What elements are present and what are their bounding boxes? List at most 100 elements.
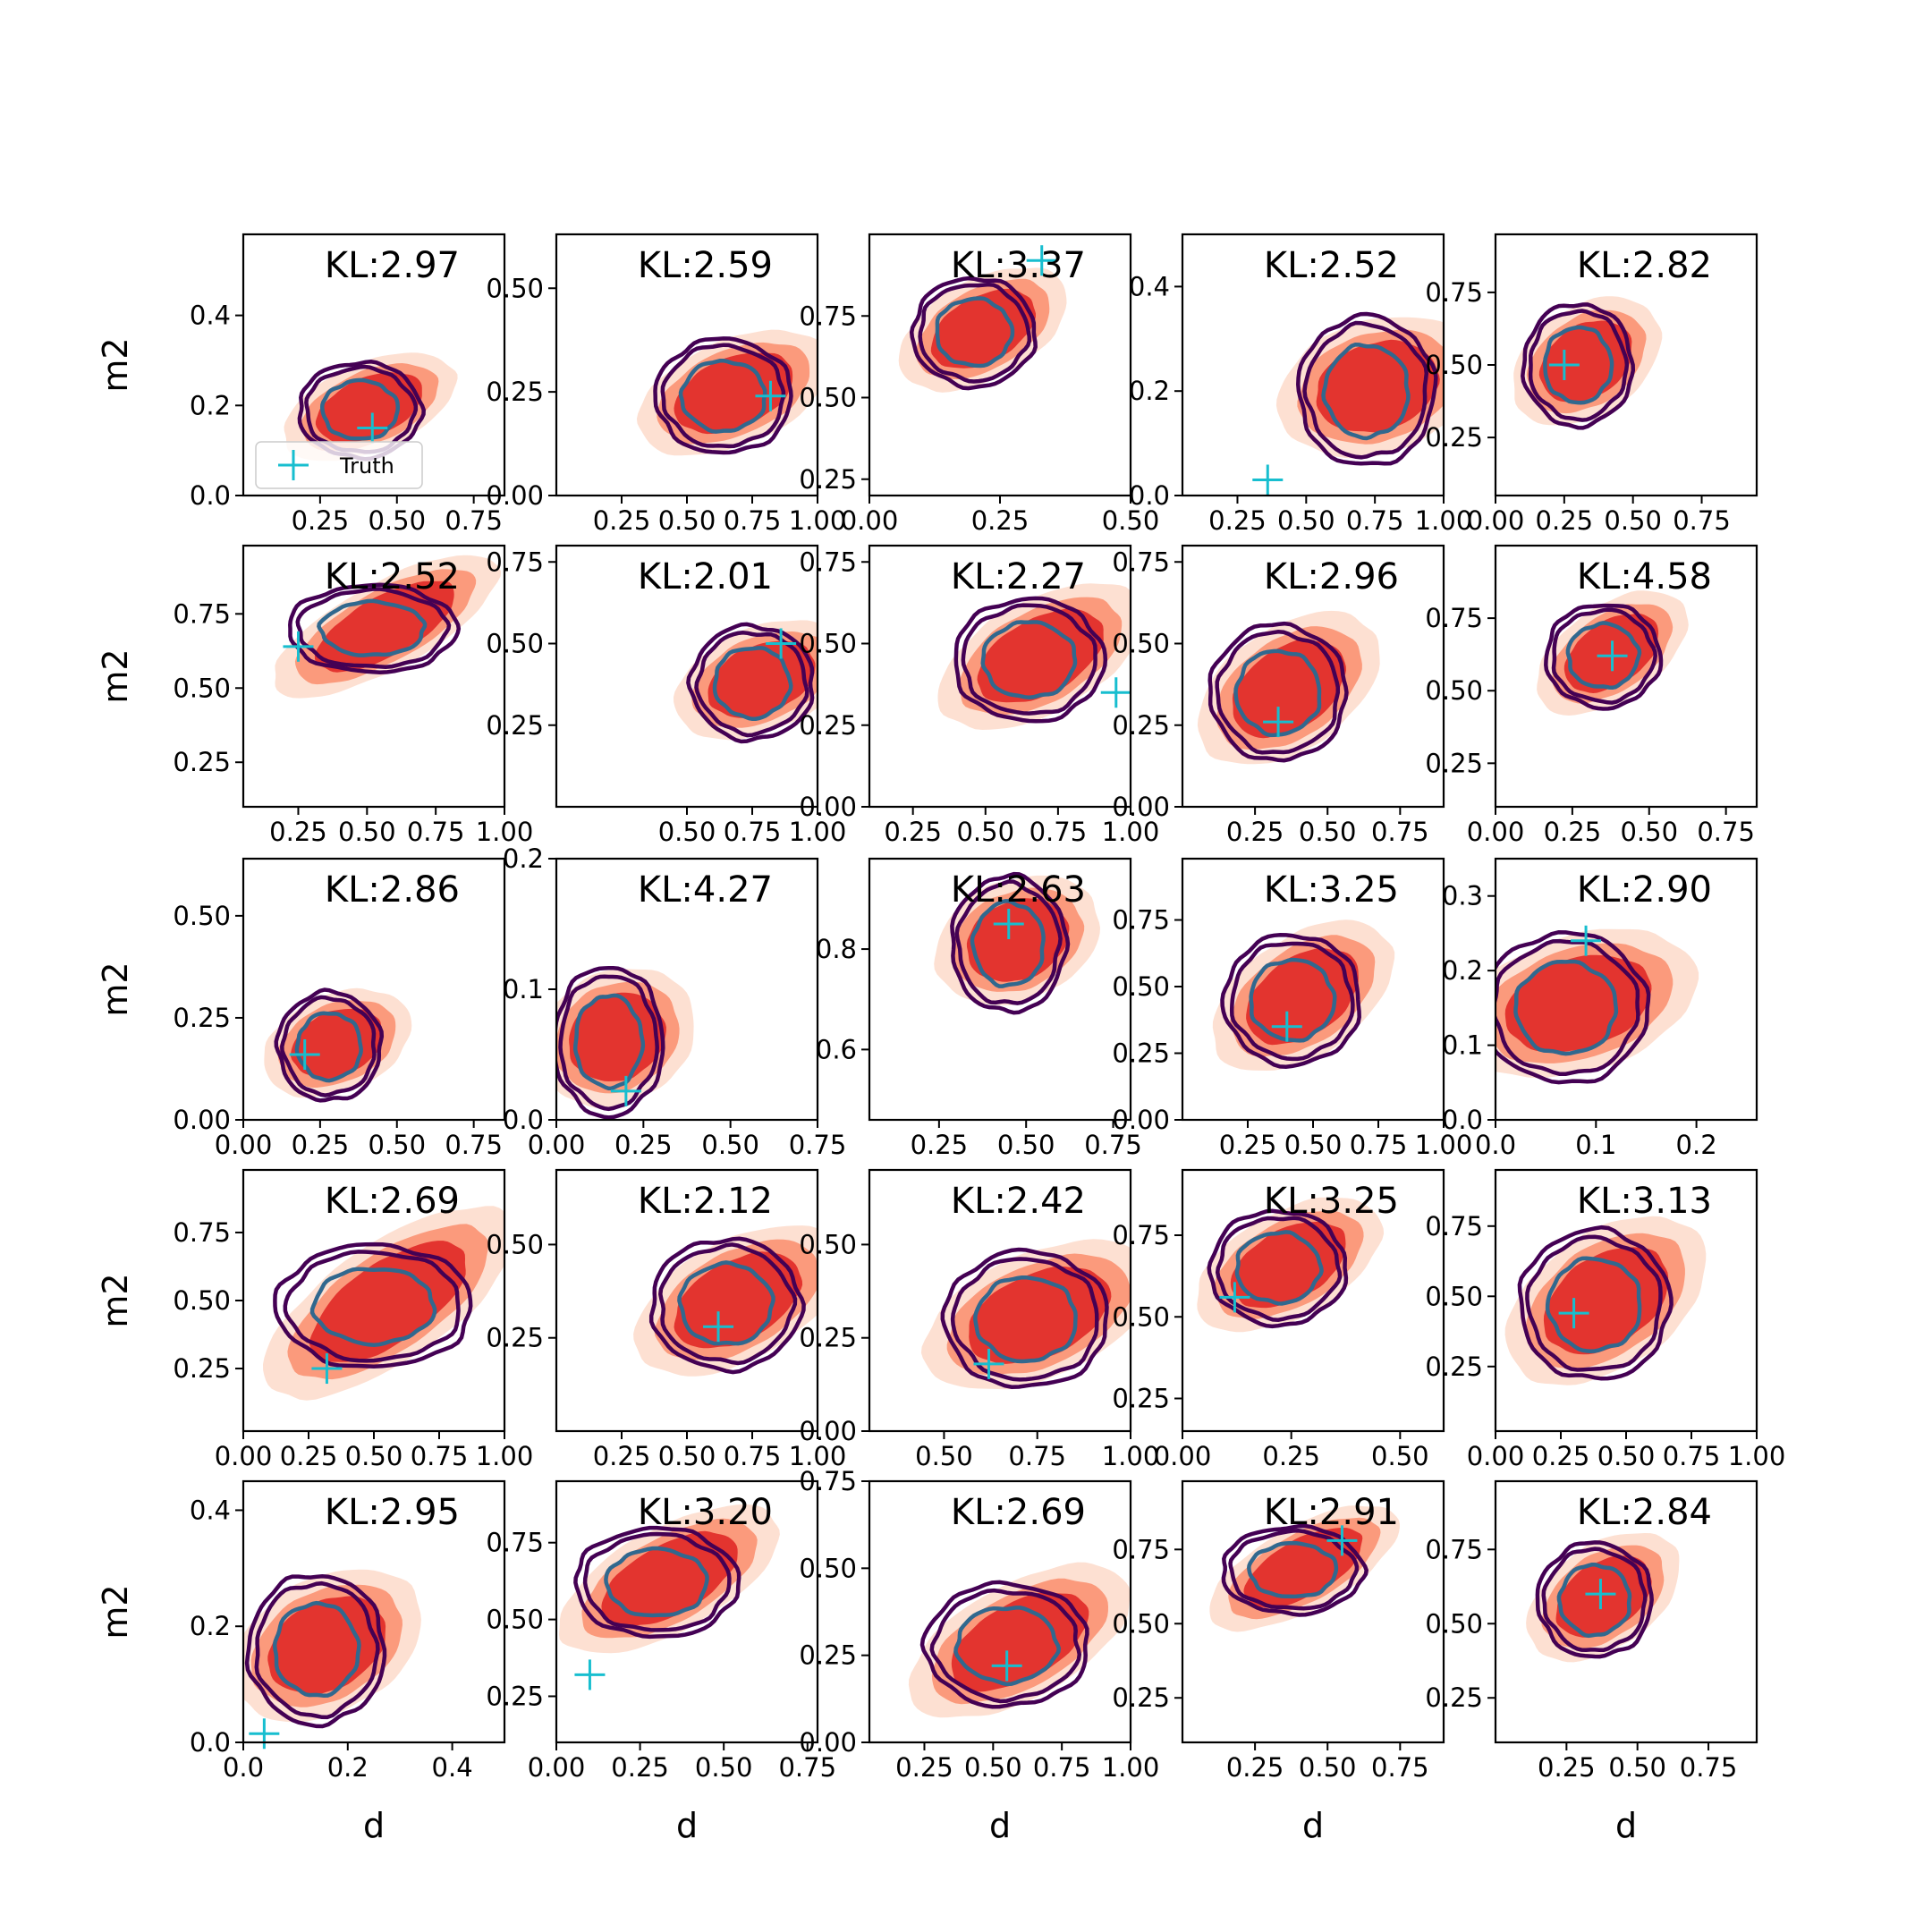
x-tick-label: 1.00 — [1102, 817, 1160, 847]
x-tick-label: 0.2 — [327, 1752, 369, 1783]
y-tick-label: 0.75 — [799, 1466, 857, 1496]
y-tick-label: 0.8 — [816, 934, 857, 964]
y-tick-label: 0.25 — [173, 1003, 231, 1033]
y-tick-label: 0.00 — [799, 1416, 857, 1446]
y-axis-label: m2 — [96, 1584, 135, 1639]
x-tick-label: 0.75 — [724, 505, 782, 536]
axes-frame — [242, 1479, 506, 1744]
axes-frame — [1494, 544, 1758, 809]
x-tick-label: 0.50 — [1102, 505, 1160, 536]
y-tick-label: 0.0 — [190, 1727, 231, 1758]
x-tick-label: 0.75 — [1371, 817, 1429, 847]
plot-area — [1496, 928, 1699, 1085]
x-tick-label: 0.75 — [1008, 1441, 1066, 1471]
y-tick-label: 0.00 — [173, 1105, 231, 1135]
x-tick-label: 0.25 — [1226, 1752, 1284, 1783]
subplot-15: 0.0 0.1 0.2 0.0 0.1 0.2 0.3 KL:2.90 — [1442, 857, 1758, 1160]
y-tick-label: 0.4 — [1129, 271, 1170, 301]
x-tick-label: 0.75 — [1697, 817, 1755, 847]
y-tick-label: 0.25 — [799, 464, 857, 495]
x-tick-label: 0.50 — [1608, 1752, 1666, 1783]
reference-contour-outer — [274, 987, 385, 1103]
y-tick-label: 0.50 — [1112, 1301, 1170, 1332]
truth-marker — [1100, 677, 1131, 708]
truth-marker — [755, 380, 786, 411]
y-tick-label: 0.75 — [173, 598, 231, 629]
subplot-10: 0.00 0.25 0.50 0.75 0.25 0.50 0.75 KL:4.58 — [1425, 544, 1758, 847]
x-tick-label: 0.50 — [956, 817, 1014, 847]
reference-contour-middle — [558, 974, 659, 1112]
y-tick-label: 0.50 — [486, 1229, 544, 1259]
reference-contour-inner — [319, 377, 401, 441]
reference-contour-inner — [272, 1600, 361, 1699]
x-tick-label: 0.50 — [368, 1130, 426, 1160]
subplot-25: 0.25 0.50 0.75 0.25 0.50 0.75 KL:2.84 d — [1425, 1479, 1758, 1845]
x-tick-label: 0.50 — [658, 1441, 716, 1471]
reference-contour-inner — [970, 899, 1046, 988]
reference-contour-middle — [582, 1531, 732, 1632]
x-tick-label: 0.25 — [1536, 505, 1594, 536]
x-tick-label: 0.50 — [1604, 505, 1662, 536]
x-tick-label: 0.00 — [1154, 1441, 1212, 1471]
posterior-fill-inner — [969, 1266, 1112, 1364]
axes-frame — [868, 1479, 1132, 1744]
reference-contour-outer — [1521, 302, 1636, 430]
reference-contour-inner — [677, 1260, 775, 1346]
reference-contour-outer — [244, 1573, 387, 1729]
y-tick-label: 0.75 — [799, 301, 857, 331]
kl-label: KL:2.59 — [638, 245, 773, 286]
kl-label: KL:3.20 — [638, 1492, 773, 1533]
kl-label: KL:2.01 — [638, 556, 773, 597]
subplot-11: 0.00 0.25 0.50 0.75 0.00 0.25 0.50 KL:2.86 m2 — [96, 857, 506, 1160]
axes-frame — [1181, 1168, 1445, 1433]
x-tick-label: 0.25 — [911, 1130, 969, 1160]
x-tick-label: 0.50 — [658, 817, 716, 847]
truth-marker — [1219, 1282, 1250, 1313]
y-tick-label: 0.50 — [1112, 971, 1170, 1002]
subplot-21: 0.0 0.2 0.4 0.0 0.2 0.4 KL:2.95 m2 d — [96, 1479, 506, 1845]
kl-label: KL:2.27 — [951, 556, 1086, 597]
kl-label: KL:4.58 — [1577, 556, 1712, 597]
x-tick-label: 0.75 — [1663, 1441, 1721, 1471]
y-tick-label: 0.75 — [486, 1528, 544, 1558]
posterior-fill-inner — [951, 1592, 1089, 1692]
kl-label: KL:2.82 — [1577, 245, 1712, 286]
posterior-fill-inner — [1230, 1222, 1346, 1309]
reference-contour-middle — [1215, 630, 1341, 755]
y-tick-label: 0.50 — [1425, 1608, 1483, 1639]
axes-frame — [1494, 1479, 1758, 1744]
y-tick-label: 0.25 — [486, 710, 544, 741]
x-tick-label: 0.75 — [407, 817, 465, 847]
reference-contour-middle — [694, 631, 809, 738]
posterior-fill-inner — [314, 580, 454, 673]
kl-label: KL:2.42 — [951, 1181, 1086, 1222]
truth-marker — [1263, 707, 1294, 738]
y-tick-label: 0.2 — [1442, 955, 1483, 986]
plot-area — [264, 987, 412, 1103]
reference-contour-middle — [1528, 309, 1630, 422]
y-tick-label: 0.2 — [190, 390, 231, 420]
y-tick-label: 0.1 — [503, 974, 544, 1004]
subplot-3: 0.00 0.25 0.50 0.25 0.50 0.75 KL:3.37 — [799, 233, 1160, 536]
axes-frame — [1181, 1479, 1445, 1744]
y-tick-label: 0.50 — [1425, 675, 1483, 706]
truth-marker — [283, 631, 314, 662]
truth-marker — [973, 1348, 1004, 1379]
x-tick-label: 0.25 — [280, 1441, 338, 1471]
reference-contour-middle — [283, 1250, 461, 1363]
x-tick-label: 0.75 — [1371, 1752, 1429, 1783]
x-axis-label: d — [1302, 1806, 1324, 1845]
reference-contour-inner — [1543, 325, 1614, 405]
subplot-8: 0.25 0.50 0.75 1.00 0.00 0.25 0.50 0.75 KL:2.27 — [799, 544, 1160, 847]
y-tick-label: 0.25 — [1112, 1682, 1170, 1713]
truth-marker — [766, 628, 797, 659]
x-tick-label: 0.75 — [1680, 1752, 1738, 1783]
reference-contour-outer — [940, 1247, 1109, 1389]
x-tick-label: 0.00 — [1467, 817, 1525, 847]
x-tick-label: 0.25 — [614, 1130, 673, 1160]
x-tick-label: 0.50 — [964, 1752, 1022, 1783]
y-tick-label: 0.50 — [173, 673, 231, 703]
y-axis-label: m2 — [96, 648, 135, 703]
y-tick-label: 0.50 — [799, 383, 857, 413]
